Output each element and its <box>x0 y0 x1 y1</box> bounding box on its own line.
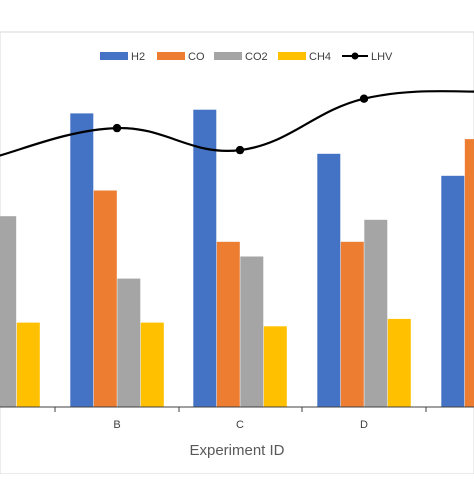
bar-h2-b <box>70 113 94 408</box>
bar-ch4-b <box>140 322 164 407</box>
bar-co2-d <box>364 219 388 407</box>
bar-co-b <box>93 190 117 407</box>
legend-label-co2: CO2 <box>245 51 268 63</box>
bar-h2-d <box>317 153 341 407</box>
x-tick-label-c: C <box>236 419 244 431</box>
legend-swatch-ch4 <box>278 52 306 60</box>
legend-label-ch4: CH4 <box>309 51 331 63</box>
x-axis-label: Experiment ID <box>189 442 284 459</box>
legend-swatch-h2 <box>100 52 128 60</box>
legend: H2 CO CO2 CH4 LHV <box>100 51 393 63</box>
point-lhv-c <box>235 145 245 155</box>
bar-co-d <box>340 241 364 407</box>
bar-co2-c <box>240 256 264 407</box>
legend-label-co: CO <box>188 51 205 63</box>
legend-marker-lhv <box>351 52 359 60</box>
bar-ch4-c <box>263 326 287 407</box>
x-tick-label-d: D <box>360 419 368 431</box>
bar-h2-e <box>441 175 465 407</box>
legend-label-lhv: LHV <box>371 51 393 63</box>
bar-ch4-d <box>387 318 411 407</box>
x-tick-label-b: B <box>113 419 120 431</box>
bar-co-e <box>464 139 474 407</box>
lhv-line-layer <box>0 90 474 157</box>
point-lhv-b <box>112 123 122 133</box>
bar-co-c <box>216 241 240 407</box>
bars <box>0 109 474 408</box>
bar-ch4-a <box>16 322 40 407</box>
x-axis: B C D <box>0 406 474 431</box>
point-lhv-d <box>359 94 369 103</box>
legend-swatch-co <box>157 52 185 60</box>
legend-label-h2: H2 <box>131 51 145 63</box>
bar-h2-c <box>193 109 217 407</box>
legend-swatch-co2 <box>214 52 242 60</box>
bar-co2-a <box>0 216 17 407</box>
bar-co2-b <box>117 278 141 407</box>
